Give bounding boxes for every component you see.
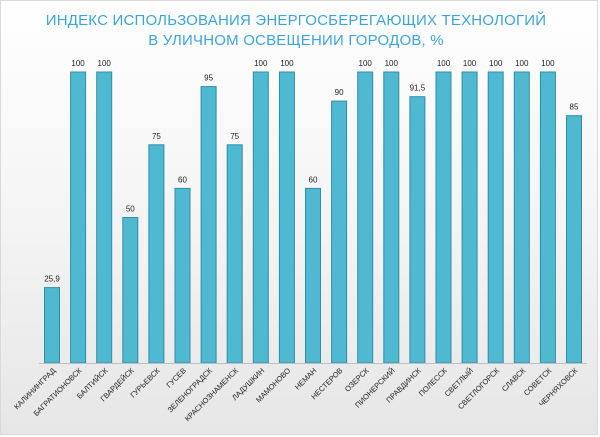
x-tick-label: НЕМАН (293, 366, 319, 392)
bar (461, 71, 478, 364)
bar-value-label: 100 (359, 59, 373, 68)
bar-value-label: 100 (541, 59, 555, 68)
data-labels-group: 25,9 100 100 50 75 60 95 75 100 100 60 90 100 100 91,5… (44, 59, 579, 284)
chart-title-line-2: В УЛИЧНОМ ОСВЕЩЕНИИ ГОРОДОВ, % (148, 32, 444, 49)
bar-value-label: 100 (515, 59, 529, 68)
bar-value-label: 100 (437, 59, 451, 68)
bar-value-label: 100 (254, 59, 268, 68)
bar-value-label: 75 (230, 132, 239, 141)
bar-value-label: 60 (309, 175, 318, 184)
bar (305, 187, 321, 364)
bar (487, 71, 504, 364)
bar (435, 71, 452, 364)
chart-title: ИНДЕКС ИСПОЛЬЗОВАНИЯ ЭНЕРГОСБЕРЕГАЮЩИХ Т… (21, 11, 571, 51)
bar-value-label: 91,5 (410, 84, 426, 93)
bar (383, 71, 400, 364)
bar (122, 217, 139, 364)
chart-title-line-1: ИНДЕКС ИСПОЛЬЗОВАНИЯ ЭНЕРГОСБЕРЕГАЮЩИХ Т… (45, 12, 547, 29)
bar (357, 71, 374, 364)
bar (96, 71, 113, 364)
bar (200, 86, 217, 364)
bar (513, 71, 530, 364)
x-tick-label: БАГРАТИОНОВСК (32, 366, 84, 418)
bar (174, 187, 191, 364)
bar-value-label: 100 (463, 59, 477, 68)
bar-value-label: 100 (489, 59, 503, 68)
bar (331, 100, 348, 364)
x-tick-label: ГУСЕВ (164, 366, 188, 390)
bar (409, 96, 426, 364)
bar (148, 144, 165, 364)
bars-group (44, 71, 582, 364)
bar (252, 71, 269, 364)
bar-value-label: 60 (178, 175, 187, 184)
bar-value-label: 85 (570, 103, 579, 112)
bar-value-label: 100 (280, 59, 294, 68)
bar (278, 71, 295, 364)
bar-value-label: 100 (71, 59, 85, 68)
bar-value-label: 25,9 (44, 275, 60, 284)
x-tick-labels-group: КАЛИНИНГРАДБАГРАТИОНОВСКБАЛТИЙСКГВАРДЕЙС… (12, 366, 580, 424)
bar (44, 287, 60, 364)
bar (70, 71, 87, 364)
bar-value-label: 90 (335, 88, 344, 97)
bar (226, 144, 243, 364)
bar-value-label: 75 (152, 132, 161, 141)
bar-value-label: 100 (385, 59, 399, 68)
bar-value-label: 100 (98, 59, 112, 68)
bar-value-label: 95 (204, 74, 213, 83)
bar (566, 115, 582, 364)
bar (539, 71, 556, 364)
bar-value-label: 50 (126, 205, 135, 214)
x-tick-label: ЗЕЛЕНОГРАДСК (166, 366, 215, 415)
